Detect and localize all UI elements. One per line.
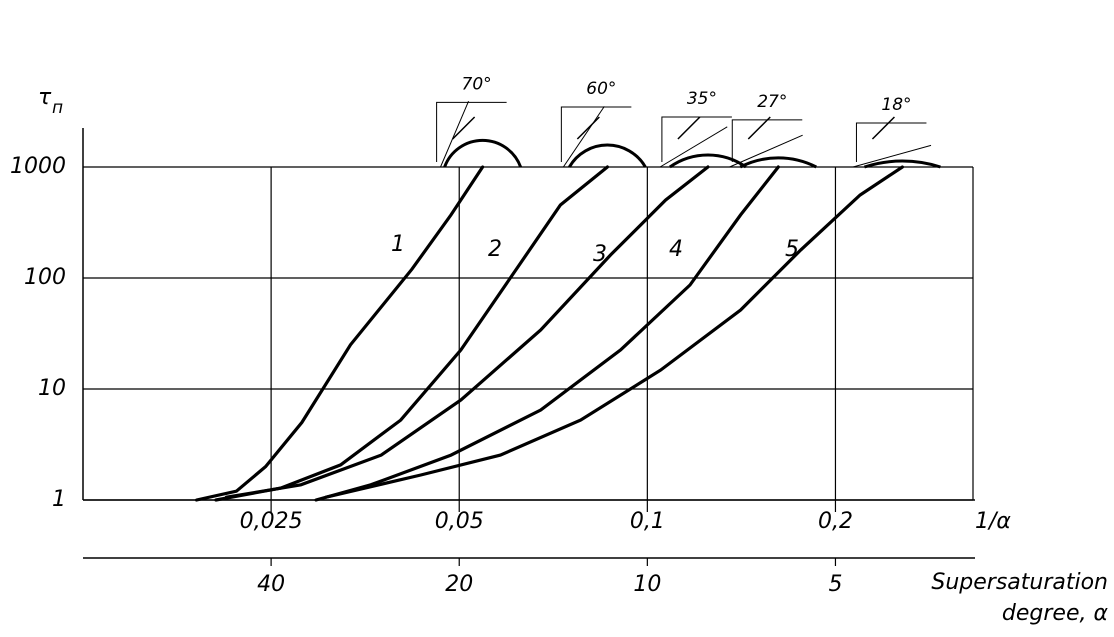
- angle-label: 60°: [586, 79, 616, 99]
- droplet: [445, 140, 521, 167]
- tangent: [730, 135, 803, 167]
- angle-bracket: [437, 102, 507, 162]
- x2-axis-label: Supersaturation: [931, 570, 1108, 595]
- angle-arrow: [453, 117, 475, 139]
- x-tick-label: 0,1: [630, 509, 665, 534]
- x2-tick-label: 5: [828, 572, 842, 597]
- x2-tick-label: 20: [445, 572, 473, 597]
- angle-label: 27°: [757, 92, 787, 112]
- curve: [216, 167, 608, 500]
- y-tick-label: 1: [52, 487, 66, 512]
- tangent: [441, 101, 469, 167]
- chart: τ п 1/α Supersaturation degree, α 110100…: [0, 0, 1114, 637]
- x2-axis-label: degree, α: [1002, 601, 1109, 626]
- angle-label: 70°: [462, 74, 492, 94]
- x-tick-label: 0,2: [818, 509, 853, 534]
- angle-label: 35°: [687, 89, 717, 109]
- curve-label: 1: [391, 232, 405, 257]
- tangent: [563, 106, 604, 167]
- tangent: [660, 127, 727, 167]
- y-tick-label: 10: [38, 376, 66, 401]
- droplet: [569, 145, 645, 167]
- x2-tick-label: 10: [633, 572, 661, 597]
- curve-label: 4: [669, 237, 683, 262]
- angle-arrow: [577, 117, 599, 139]
- curve: [326, 167, 902, 497]
- angle-bracket: [732, 120, 802, 162]
- angle-label: 18°: [881, 95, 911, 115]
- x-tick-label: 0,05: [435, 509, 484, 534]
- angle-arrow: [872, 117, 894, 139]
- curve: [197, 167, 483, 500]
- x-axis-label: 1/α: [975, 509, 1011, 534]
- curve-label: 5: [785, 237, 799, 262]
- angle-arrow: [678, 117, 700, 139]
- y-tick-label: 1000: [10, 154, 66, 179]
- x2-tick-label: 40: [257, 572, 285, 597]
- curve-label: 3: [593, 242, 607, 267]
- x-tick-label: 0,025: [240, 509, 303, 534]
- y-axis-label-subscript: п: [52, 98, 63, 118]
- y-axis-label: τ: [38, 85, 52, 110]
- curve-label: 2: [488, 237, 502, 262]
- tangent: [853, 145, 931, 167]
- y-tick-label: 100: [24, 265, 66, 290]
